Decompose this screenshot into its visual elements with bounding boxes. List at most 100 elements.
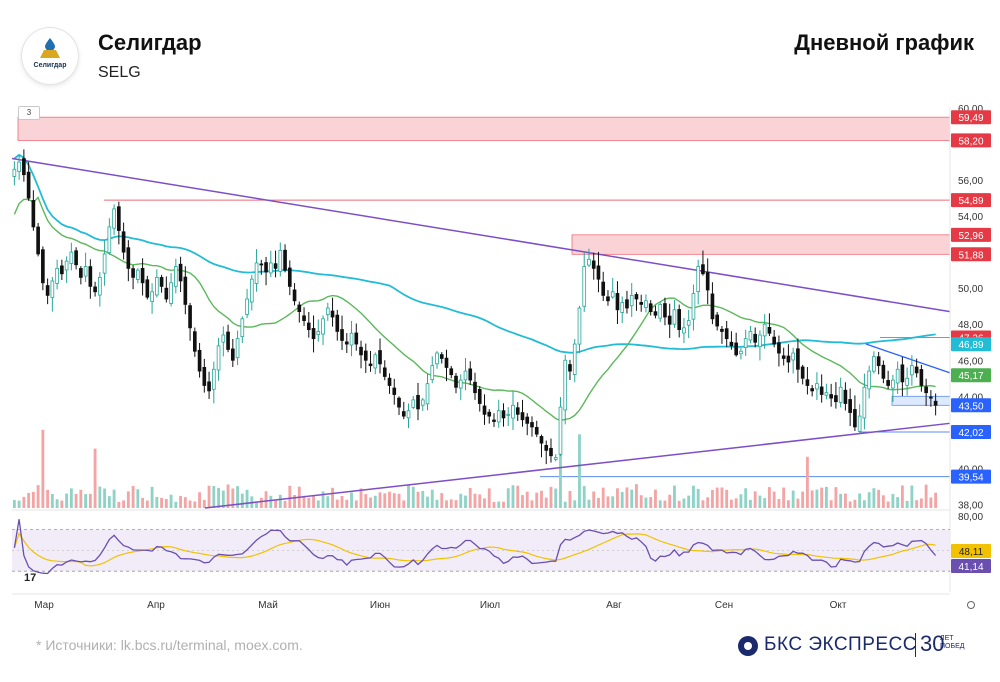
candle — [254, 262, 259, 284]
volume-bar — [27, 493, 31, 508]
price-tick-label: 50,00 — [958, 284, 983, 295]
candle — [648, 303, 653, 313]
price-labels: 59,4958,2054,8952,9651,8847,2646,8945,17… — [951, 110, 991, 484]
candle — [582, 266, 587, 307]
volume-bar — [369, 497, 372, 508]
volume-bar — [829, 500, 833, 508]
price-label: 43,50 — [958, 401, 983, 412]
volume-bar — [240, 493, 244, 508]
candle — [207, 381, 211, 392]
volume-bar — [853, 499, 857, 508]
volume-bar — [649, 497, 653, 508]
volume-bar — [805, 456, 809, 508]
candle — [26, 171, 31, 199]
candle — [287, 267, 292, 287]
candle — [283, 249, 287, 271]
candle — [378, 350, 382, 365]
price-label: 58,20 — [958, 136, 983, 147]
volume-bar — [98, 486, 102, 508]
volume-bar — [236, 486, 239, 508]
volume-bar — [65, 493, 69, 508]
candle — [79, 268, 83, 278]
candle — [211, 368, 216, 390]
volume-bar — [269, 495, 273, 508]
candle — [672, 309, 677, 325]
volume-bar — [620, 491, 624, 508]
price-label-bg — [951, 193, 991, 208]
volume-bar — [644, 497, 648, 508]
trendlines — [11, 157, 951, 509]
candle — [278, 249, 283, 272]
candle — [183, 276, 188, 305]
brand-sub-2: ПОБЕД — [940, 643, 965, 650]
candle — [444, 357, 449, 368]
candle — [891, 379, 895, 389]
volume-bar — [60, 500, 64, 508]
volume-bar — [155, 496, 159, 508]
candle — [416, 395, 420, 410]
price-label: 46,89 — [958, 340, 983, 351]
candle — [872, 356, 876, 372]
candle — [112, 208, 116, 229]
volume-bar — [145, 500, 149, 508]
candle — [639, 302, 644, 305]
candle — [321, 318, 325, 335]
candle — [644, 300, 648, 308]
candle — [136, 269, 140, 280]
candle — [843, 389, 848, 404]
volume-bar — [630, 489, 634, 508]
price-tick-label: 46,00 — [958, 356, 983, 367]
candle — [273, 263, 278, 269]
candle — [886, 380, 890, 386]
candle — [74, 250, 78, 266]
volume-bar — [786, 500, 790, 508]
volume-bar — [540, 490, 543, 508]
candle — [31, 200, 36, 228]
company-logo: Селигдар — [22, 28, 78, 84]
brand-sub-1: ЛЕТ — [940, 635, 954, 642]
candle — [159, 277, 164, 287]
candle — [881, 364, 886, 379]
indicator-badge[interactable]: 3 — [18, 106, 40, 120]
volume-bar — [88, 493, 92, 508]
candle — [487, 411, 492, 417]
candle — [838, 386, 843, 403]
candle — [691, 293, 696, 320]
candle — [463, 370, 468, 381]
candle — [715, 314, 720, 327]
candle — [629, 294, 634, 307]
volume-bar — [568, 491, 572, 508]
support-box — [891, 395, 951, 406]
volume-bar — [711, 490, 714, 508]
volume-bar — [820, 487, 824, 508]
candle — [249, 278, 254, 303]
candle — [824, 392, 829, 396]
candle — [401, 411, 406, 417]
price-label-bg — [951, 424, 991, 439]
volume-bar — [174, 501, 178, 508]
candle — [534, 426, 539, 435]
price-tick-label: 38,00 — [958, 500, 983, 511]
candle — [914, 366, 919, 374]
volume-bar — [663, 500, 667, 508]
volume-bar — [877, 489, 881, 508]
price-label: 52,96 — [958, 231, 983, 242]
volume-bar — [592, 491, 596, 508]
volume-bar — [169, 494, 173, 508]
brand-anniversary: 30 — [920, 631, 945, 656]
candle — [259, 263, 264, 266]
volume-bar — [521, 495, 524, 508]
volume-bar — [350, 492, 353, 508]
candle — [477, 388, 482, 404]
volume-bar — [772, 491, 776, 508]
volume-bar — [435, 499, 439, 508]
candle — [373, 354, 378, 369]
candle — [449, 368, 454, 376]
candle — [12, 168, 17, 177]
volume-bar — [22, 496, 26, 508]
volume-bar — [843, 493, 847, 508]
candle — [93, 286, 97, 293]
volume-bar — [858, 493, 862, 508]
candle — [601, 281, 606, 296]
